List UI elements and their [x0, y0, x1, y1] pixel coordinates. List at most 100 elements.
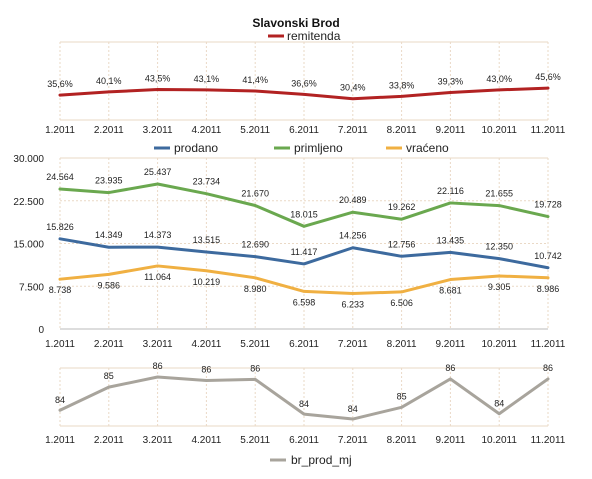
data-label: 39,3% — [438, 76, 464, 86]
data-label: 24.564 — [46, 172, 74, 182]
data-label: 9.586 — [98, 280, 121, 290]
y-tick-label: 30.000 — [13, 154, 44, 165]
y-tick-label: 0 — [38, 325, 44, 336]
x-tick-label: 10.2011 — [481, 339, 517, 350]
x-tick-label: 10.2011 — [481, 435, 517, 446]
prodano-series-line — [58, 237, 550, 270]
x-tick-label: 7.2011 — [338, 435, 368, 446]
x-tick-label: 2.2011 — [94, 339, 124, 350]
data-label: 84 — [348, 404, 358, 414]
data-label: 36,6% — [291, 78, 317, 88]
x-tick-label: 3.2011 — [143, 339, 173, 350]
data-label: 11.064 — [144, 272, 171, 282]
x-tick-label: 8.2011 — [387, 339, 417, 350]
x-tick-label: 4.2011 — [191, 339, 221, 350]
data-label: 14.256 — [339, 231, 367, 241]
data-label: 12.756 — [388, 239, 416, 249]
data-label: 86 — [543, 363, 553, 373]
data-label: 19.728 — [534, 200, 562, 210]
x-tick-label: 6.2011 — [289, 125, 319, 136]
data-label: 86 — [250, 363, 260, 373]
data-label: 41,4% — [242, 75, 268, 85]
data-label: 9.305 — [488, 282, 511, 292]
x-tick-label: 1.2011 — [45, 339, 75, 350]
br-prod-series-line — [58, 375, 550, 421]
data-label: 8.986 — [537, 284, 560, 294]
x-tick-label: 5.2011 — [240, 435, 270, 446]
data-label: 11.417 — [291, 247, 318, 257]
remitenda-series-line — [58, 86, 550, 101]
x-tick-label: 5.2011 — [240, 125, 270, 136]
x-tick-label: 11.2011 — [531, 125, 566, 136]
data-label: 8.980 — [244, 284, 267, 294]
data-label: 30,4% — [340, 83, 366, 93]
data-label: 20.489 — [339, 195, 367, 205]
y-tick-label: 7.500 — [19, 282, 44, 293]
x-tick-label: 11.2011 — [531, 435, 566, 446]
data-label: 23.935 — [95, 176, 123, 186]
x-tick-label: 3.2011 — [143, 435, 173, 446]
data-label: 8.738 — [49, 285, 72, 295]
legend-label: prodano — [174, 141, 218, 155]
data-label: 10.742 — [534, 251, 562, 261]
vracceno-series-line — [58, 264, 550, 295]
x-tick-label: 1.2011 — [45, 435, 75, 446]
x-tick-label: 4.2011 — [191, 125, 221, 136]
x-tick-label: 7.2011 — [338, 125, 368, 136]
data-label: 25.437 — [144, 167, 172, 177]
x-tick-label: 9.2011 — [435, 435, 465, 446]
x-tick-label: 5.2011 — [240, 339, 270, 350]
data-label: 13.435 — [437, 235, 465, 245]
data-label: 14.349 — [95, 230, 123, 240]
data-label: 18.015 — [290, 209, 318, 219]
data-label: 33,8% — [389, 80, 415, 90]
data-label: 19.262 — [388, 202, 416, 212]
data-label: 14.373 — [144, 230, 172, 240]
data-label: 6.506 — [390, 298, 413, 308]
data-label: 22.116 — [437, 186, 464, 196]
x-tick-label: 6.2011 — [289, 339, 319, 350]
data-label: 35,6% — [47, 79, 73, 89]
data-label: 12.350 — [485, 242, 513, 252]
data-label: 13.515 — [193, 235, 221, 245]
data-label: 84 — [299, 399, 309, 409]
x-tick-label: 6.2011 — [289, 435, 319, 446]
data-label: 21.670 — [241, 188, 269, 198]
x-tick-label: 3.2011 — [143, 125, 173, 136]
x-tick-label: 8.2011 — [387, 435, 417, 446]
x-tick-label: 8.2011 — [387, 125, 417, 136]
data-label: 43,0% — [486, 74, 512, 84]
y-tick-label: 15.000 — [13, 240, 44, 251]
x-tick-label: 2.2011 — [94, 435, 124, 446]
data-label: 12.690 — [241, 240, 269, 250]
data-label: 6.233 — [342, 299, 365, 309]
data-label: 43,1% — [194, 74, 220, 84]
legend-label-br-prod-mj: br_prod_mj — [291, 453, 352, 467]
x-tick-label: 10.2011 — [481, 125, 517, 136]
x-tick-label: 9.2011 — [435, 125, 465, 136]
x-tick-label: 2.2011 — [94, 125, 124, 136]
x-tick-label: 11.2011 — [531, 339, 566, 350]
data-label: 43,5% — [145, 74, 171, 84]
data-label: 85 — [104, 371, 114, 381]
y-tick-label: 22.500 — [13, 197, 44, 208]
legend-label-remitenda: remitenda — [287, 29, 341, 43]
x-tick-label: 9.2011 — [435, 339, 465, 350]
data-label: 45,6% — [535, 72, 561, 82]
data-label: 10.219 — [193, 277, 221, 287]
x-tick-label: 7.2011 — [338, 339, 368, 350]
x-tick-label: 4.2011 — [191, 435, 221, 446]
data-label: 40,1% — [96, 76, 122, 86]
data-label: 84 — [494, 399, 504, 409]
data-label: 6.598 — [293, 297, 316, 307]
data-label: 85 — [397, 391, 407, 401]
data-label: 15.826 — [46, 222, 74, 232]
legend-label: vraćeno — [406, 141, 449, 155]
legend-label: primljeno — [294, 141, 343, 155]
data-label: 21.655 — [485, 189, 513, 199]
data-label: 86 — [201, 364, 211, 374]
data-label: 23.734 — [193, 177, 221, 187]
data-label: 86 — [153, 361, 163, 371]
